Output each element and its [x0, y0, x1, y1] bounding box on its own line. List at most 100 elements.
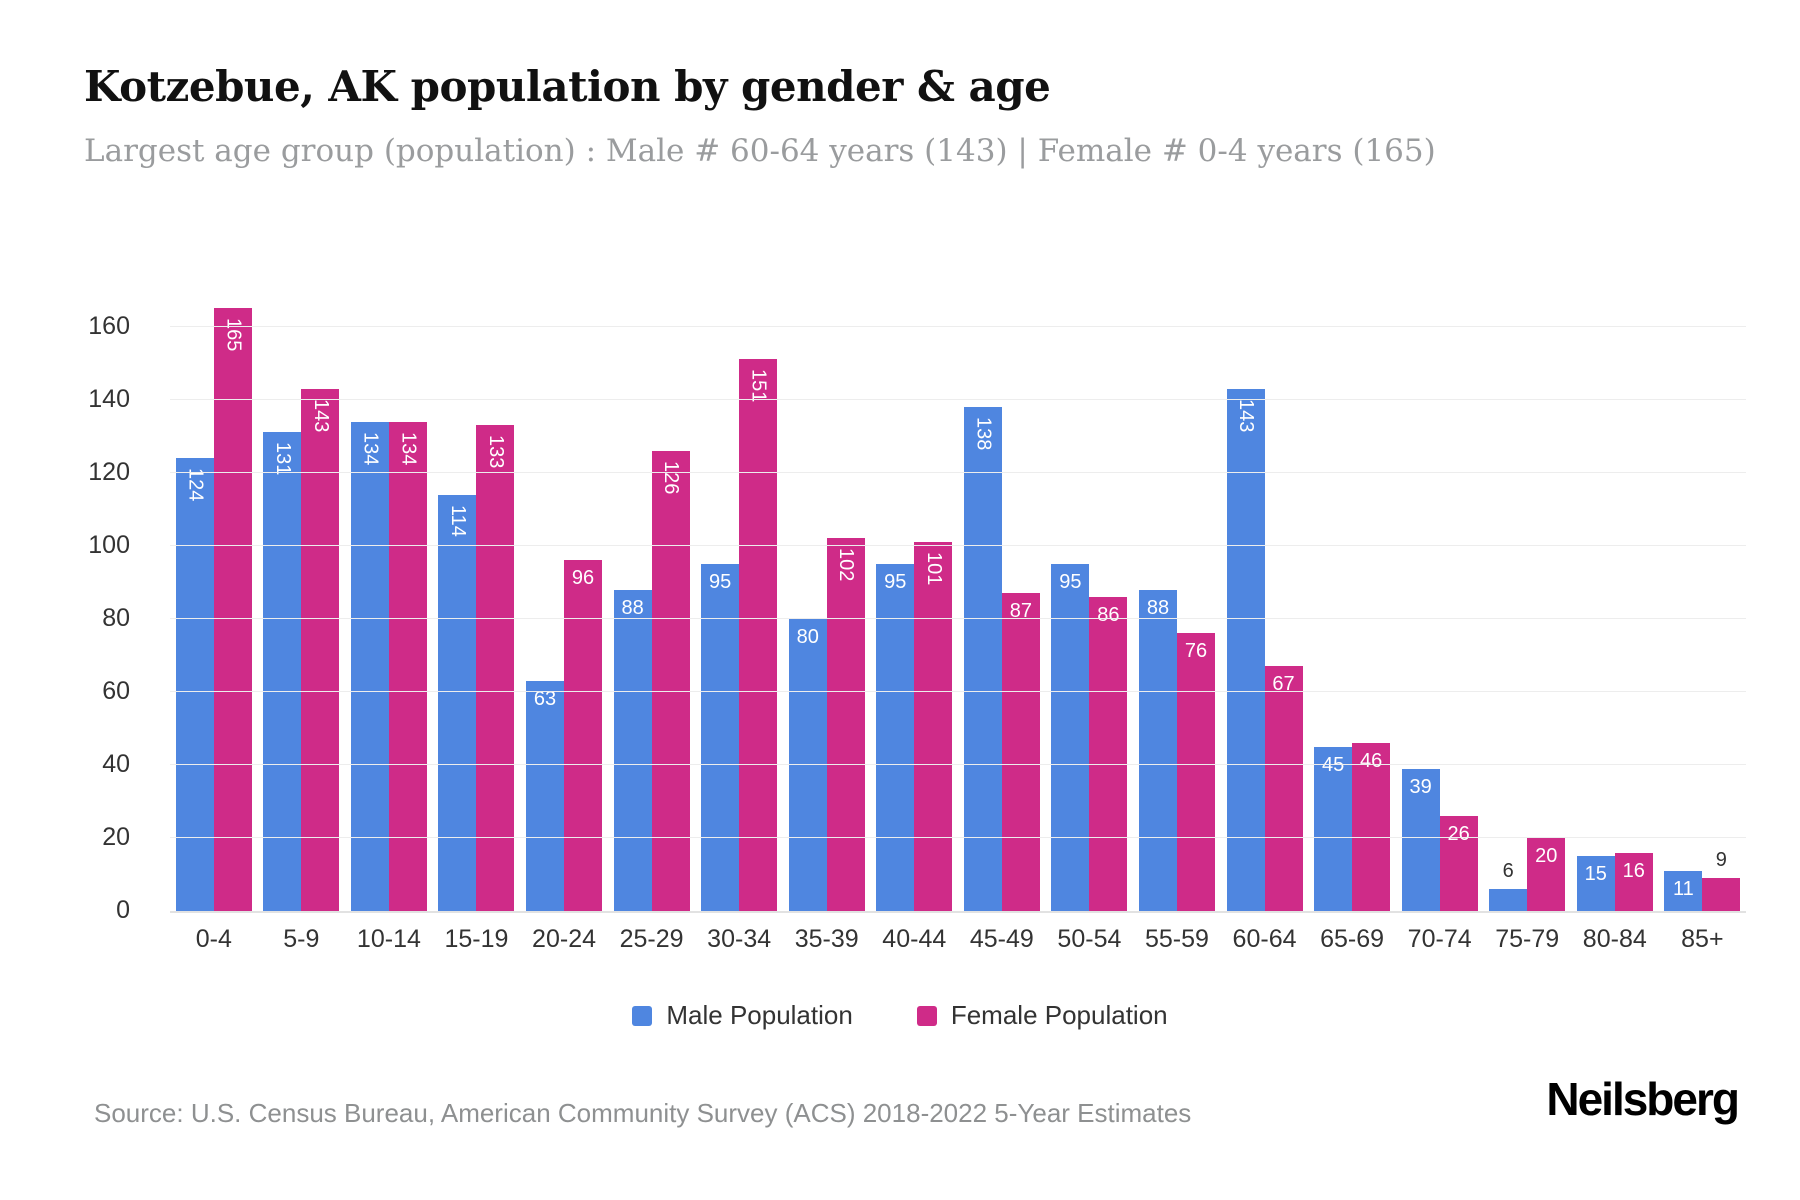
- bar-female-75-79: 20: [1527, 837, 1566, 911]
- bar-group-45-49: 138 87 45-49: [958, 290, 1046, 953]
- bar-female-5-9: 143: [301, 388, 340, 911]
- bar-value-label: 143: [1235, 398, 1258, 433]
- gridline: [170, 398, 1746, 400]
- gridline: [170, 325, 1746, 327]
- bar-value-label: 151: [747, 369, 770, 403]
- bar-female-85+: 9: [1702, 849, 1741, 911]
- x-axis-tick-label: 10-14: [356, 925, 421, 953]
- bar-group-10-14: 134 134 10-14: [345, 290, 433, 953]
- x-axis-tick-label: 25-29: [619, 925, 684, 953]
- x-axis-tick-label: 80-84: [1582, 925, 1647, 953]
- bar-male-85+: 11: [1664, 870, 1703, 911]
- x-axis-tick-label: 75-79: [1495, 925, 1560, 953]
- bar-value-label: 80: [796, 625, 819, 648]
- bar-value-label: 114: [446, 504, 469, 537]
- bar-value-label: 88: [621, 596, 644, 619]
- x-axis-tick-label: 30-34: [707, 925, 772, 953]
- gridline: [170, 690, 1746, 692]
- bar-value-label: 131: [271, 442, 294, 476]
- bar-group-35-39: 80 102 35-39: [783, 290, 871, 953]
- y-axis-tick-label: 60: [102, 676, 130, 705]
- bar-group-20-24: 63 96 20-24: [520, 290, 608, 953]
- bar-group-5-9: 131 143 5-9: [258, 290, 346, 953]
- gridline: [170, 471, 1746, 473]
- chart-legend: Male Population Female Population: [0, 1000, 1800, 1031]
- x-axis-tick-label: 20-24: [532, 925, 597, 953]
- bar-male-0-4: 124: [175, 458, 214, 911]
- bar-female-45-49: 87: [1001, 593, 1040, 911]
- bar-female-65-69: 46: [1352, 742, 1391, 911]
- bar-value-label: 46: [1359, 749, 1383, 772]
- bar-female-35-39: 102: [826, 538, 865, 911]
- bar-female-50-54: 86: [1089, 596, 1128, 911]
- x-axis-tick-label: 60-64: [1232, 925, 1297, 953]
- bar-male-55-59: 88: [1138, 589, 1177, 911]
- bar-male-30-34: 95: [701, 563, 740, 911]
- y-axis-tick-label: 160: [88, 311, 130, 340]
- bar-groups: 124 165 0-4 131 143 5-9 134 134 10-14 114 133 15-19…: [170, 290, 1747, 953]
- bar-male-50-54: 95: [1051, 563, 1090, 911]
- bar-male-5-9: 131: [263, 432, 302, 911]
- bar-female-60-64: 67: [1264, 666, 1303, 911]
- legend-label-female: Female Population: [950, 1000, 1168, 1030]
- y-axis: 0 20 40 60 80 100 120 140 160: [0, 290, 150, 922]
- bar-value-label: 95: [1059, 570, 1082, 593]
- bar-female-25-29: 126: [651, 450, 690, 911]
- bar-female-55-59: 76: [1176, 633, 1215, 911]
- female-swatch-icon: [916, 1005, 937, 1026]
- bar-female-20-24: 96: [564, 560, 603, 911]
- bar-value-label: 87: [1009, 600, 1032, 623]
- bar-value-label: 124: [184, 468, 207, 502]
- bar-value-label: 45: [1321, 753, 1345, 776]
- gridline: [170, 617, 1746, 619]
- bar-female-10-14: 134: [388, 421, 427, 911]
- x-axis-tick-label: 55-59: [1144, 925, 1209, 953]
- bar-value-label: 138: [972, 416, 995, 451]
- bar-male-10-14: 134: [350, 421, 389, 911]
- gridline: [170, 763, 1746, 765]
- x-axis-tick-label: 0-4: [195, 925, 232, 953]
- y-axis-tick-label: 100: [88, 530, 130, 559]
- bar-female-40-44: 101: [914, 542, 953, 911]
- chart-subtitle: Largest age group (population) : Male # …: [84, 133, 1436, 169]
- y-axis-tick-label: 140: [88, 384, 130, 413]
- male-swatch-icon: [632, 1005, 653, 1026]
- chart-header: Kotzebue, AK population by gender & age …: [84, 62, 1436, 169]
- bar-group-85+: 11 9 85+: [1659, 290, 1747, 953]
- gridline: [170, 544, 1746, 546]
- bar-male-20-24: 63: [526, 680, 565, 911]
- bar-value-label: 15: [1584, 863, 1607, 886]
- bar-male-60-64: 143: [1226, 388, 1265, 911]
- bar-value-label: 165: [222, 318, 245, 352]
- bar-value-label: 67: [1272, 673, 1295, 696]
- bar-value-label: 88: [1146, 596, 1170, 619]
- x-axis-tick-label: 15-19: [444, 925, 509, 953]
- bar-value-label: 9: [1715, 849, 1727, 872]
- bar-male-45-49: 138: [963, 406, 1002, 911]
- chart-plot-wrapper: 0 20 40 60 80 100 120 140 160 124 165 0-4 131 143 5-9…: [88, 290, 1747, 953]
- bar-group-75-79: 6 20 75-79: [1483, 290, 1571, 953]
- bar-group-30-34: 95 151 30-34: [695, 290, 783, 953]
- x-axis-tick-label: 35-39: [794, 925, 859, 953]
- legend-item-male: Male Population: [632, 1000, 853, 1031]
- bar-value-label: 134: [359, 431, 382, 465]
- x-axis-tick-label: 85+: [1681, 925, 1724, 953]
- bar-male-75-79: 6: [1489, 860, 1528, 911]
- bar-value-label: 16: [1622, 859, 1645, 882]
- bar-value-label: 39: [1409, 775, 1432, 798]
- bar-group-25-29: 88 126 25-29: [608, 290, 696, 953]
- bar-male-40-44: 95: [876, 563, 915, 911]
- y-axis-tick-label: 20: [102, 822, 130, 851]
- bar-female-70-74: 26: [1439, 816, 1478, 911]
- bar-group-60-64: 143 67 60-64: [1221, 290, 1309, 953]
- bar-value-label: 133: [484, 435, 507, 469]
- bar-value-label: 63: [533, 687, 557, 710]
- y-axis-tick-label: 120: [88, 457, 130, 486]
- legend-item-female: Female Population: [916, 1000, 1168, 1031]
- bar-group-80-84: 15 16 80-84: [1571, 290, 1659, 953]
- bar-value-label: 11: [1672, 877, 1694, 900]
- bar-value-label: 76: [1184, 640, 1208, 663]
- x-axis-tick-label: 45-49: [969, 925, 1034, 953]
- bar-value-label: 102: [835, 548, 858, 582]
- bar-value-label: 126: [660, 460, 683, 495]
